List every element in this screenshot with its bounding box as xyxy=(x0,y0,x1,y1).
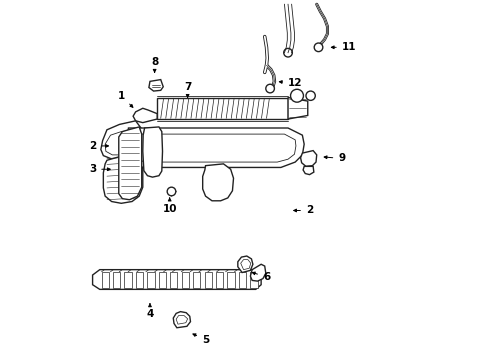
Text: 12: 12 xyxy=(279,78,302,88)
Text: 2: 2 xyxy=(89,141,108,151)
Circle shape xyxy=(167,187,176,196)
Polygon shape xyxy=(238,256,253,273)
Polygon shape xyxy=(105,130,137,155)
Polygon shape xyxy=(173,312,191,328)
Text: 4: 4 xyxy=(147,304,154,319)
Polygon shape xyxy=(239,272,246,288)
Polygon shape xyxy=(133,108,157,123)
Polygon shape xyxy=(143,127,163,177)
Polygon shape xyxy=(205,272,212,288)
Text: 11: 11 xyxy=(331,42,356,52)
Text: 5: 5 xyxy=(193,334,209,345)
Text: 2: 2 xyxy=(294,206,313,216)
Polygon shape xyxy=(303,166,314,175)
Circle shape xyxy=(266,84,274,93)
Polygon shape xyxy=(124,272,132,288)
Polygon shape xyxy=(126,128,304,167)
Polygon shape xyxy=(170,272,177,288)
Polygon shape xyxy=(103,154,143,203)
Polygon shape xyxy=(157,98,288,119)
Polygon shape xyxy=(101,121,143,159)
Text: 8: 8 xyxy=(151,57,158,72)
Polygon shape xyxy=(113,272,120,288)
Polygon shape xyxy=(119,127,142,200)
Polygon shape xyxy=(176,316,188,324)
Text: 3: 3 xyxy=(89,164,110,174)
Circle shape xyxy=(284,48,293,57)
Polygon shape xyxy=(203,164,234,201)
Polygon shape xyxy=(93,270,261,289)
Polygon shape xyxy=(288,98,308,119)
Text: 1: 1 xyxy=(118,91,133,107)
Polygon shape xyxy=(159,272,166,288)
Polygon shape xyxy=(241,260,251,270)
Text: 9: 9 xyxy=(324,153,345,163)
Polygon shape xyxy=(136,134,296,162)
Polygon shape xyxy=(250,272,258,288)
Polygon shape xyxy=(227,272,235,288)
Text: 6: 6 xyxy=(252,272,270,282)
Polygon shape xyxy=(250,264,266,281)
Text: 7: 7 xyxy=(184,82,191,98)
Text: 10: 10 xyxy=(163,198,177,214)
Polygon shape xyxy=(149,80,163,91)
Polygon shape xyxy=(101,272,109,288)
Polygon shape xyxy=(147,272,154,288)
Polygon shape xyxy=(193,272,200,288)
Circle shape xyxy=(291,89,303,102)
Polygon shape xyxy=(182,272,189,288)
Polygon shape xyxy=(216,272,223,288)
Circle shape xyxy=(306,91,315,100)
Polygon shape xyxy=(300,150,317,166)
Circle shape xyxy=(314,43,323,51)
Polygon shape xyxy=(136,272,143,288)
